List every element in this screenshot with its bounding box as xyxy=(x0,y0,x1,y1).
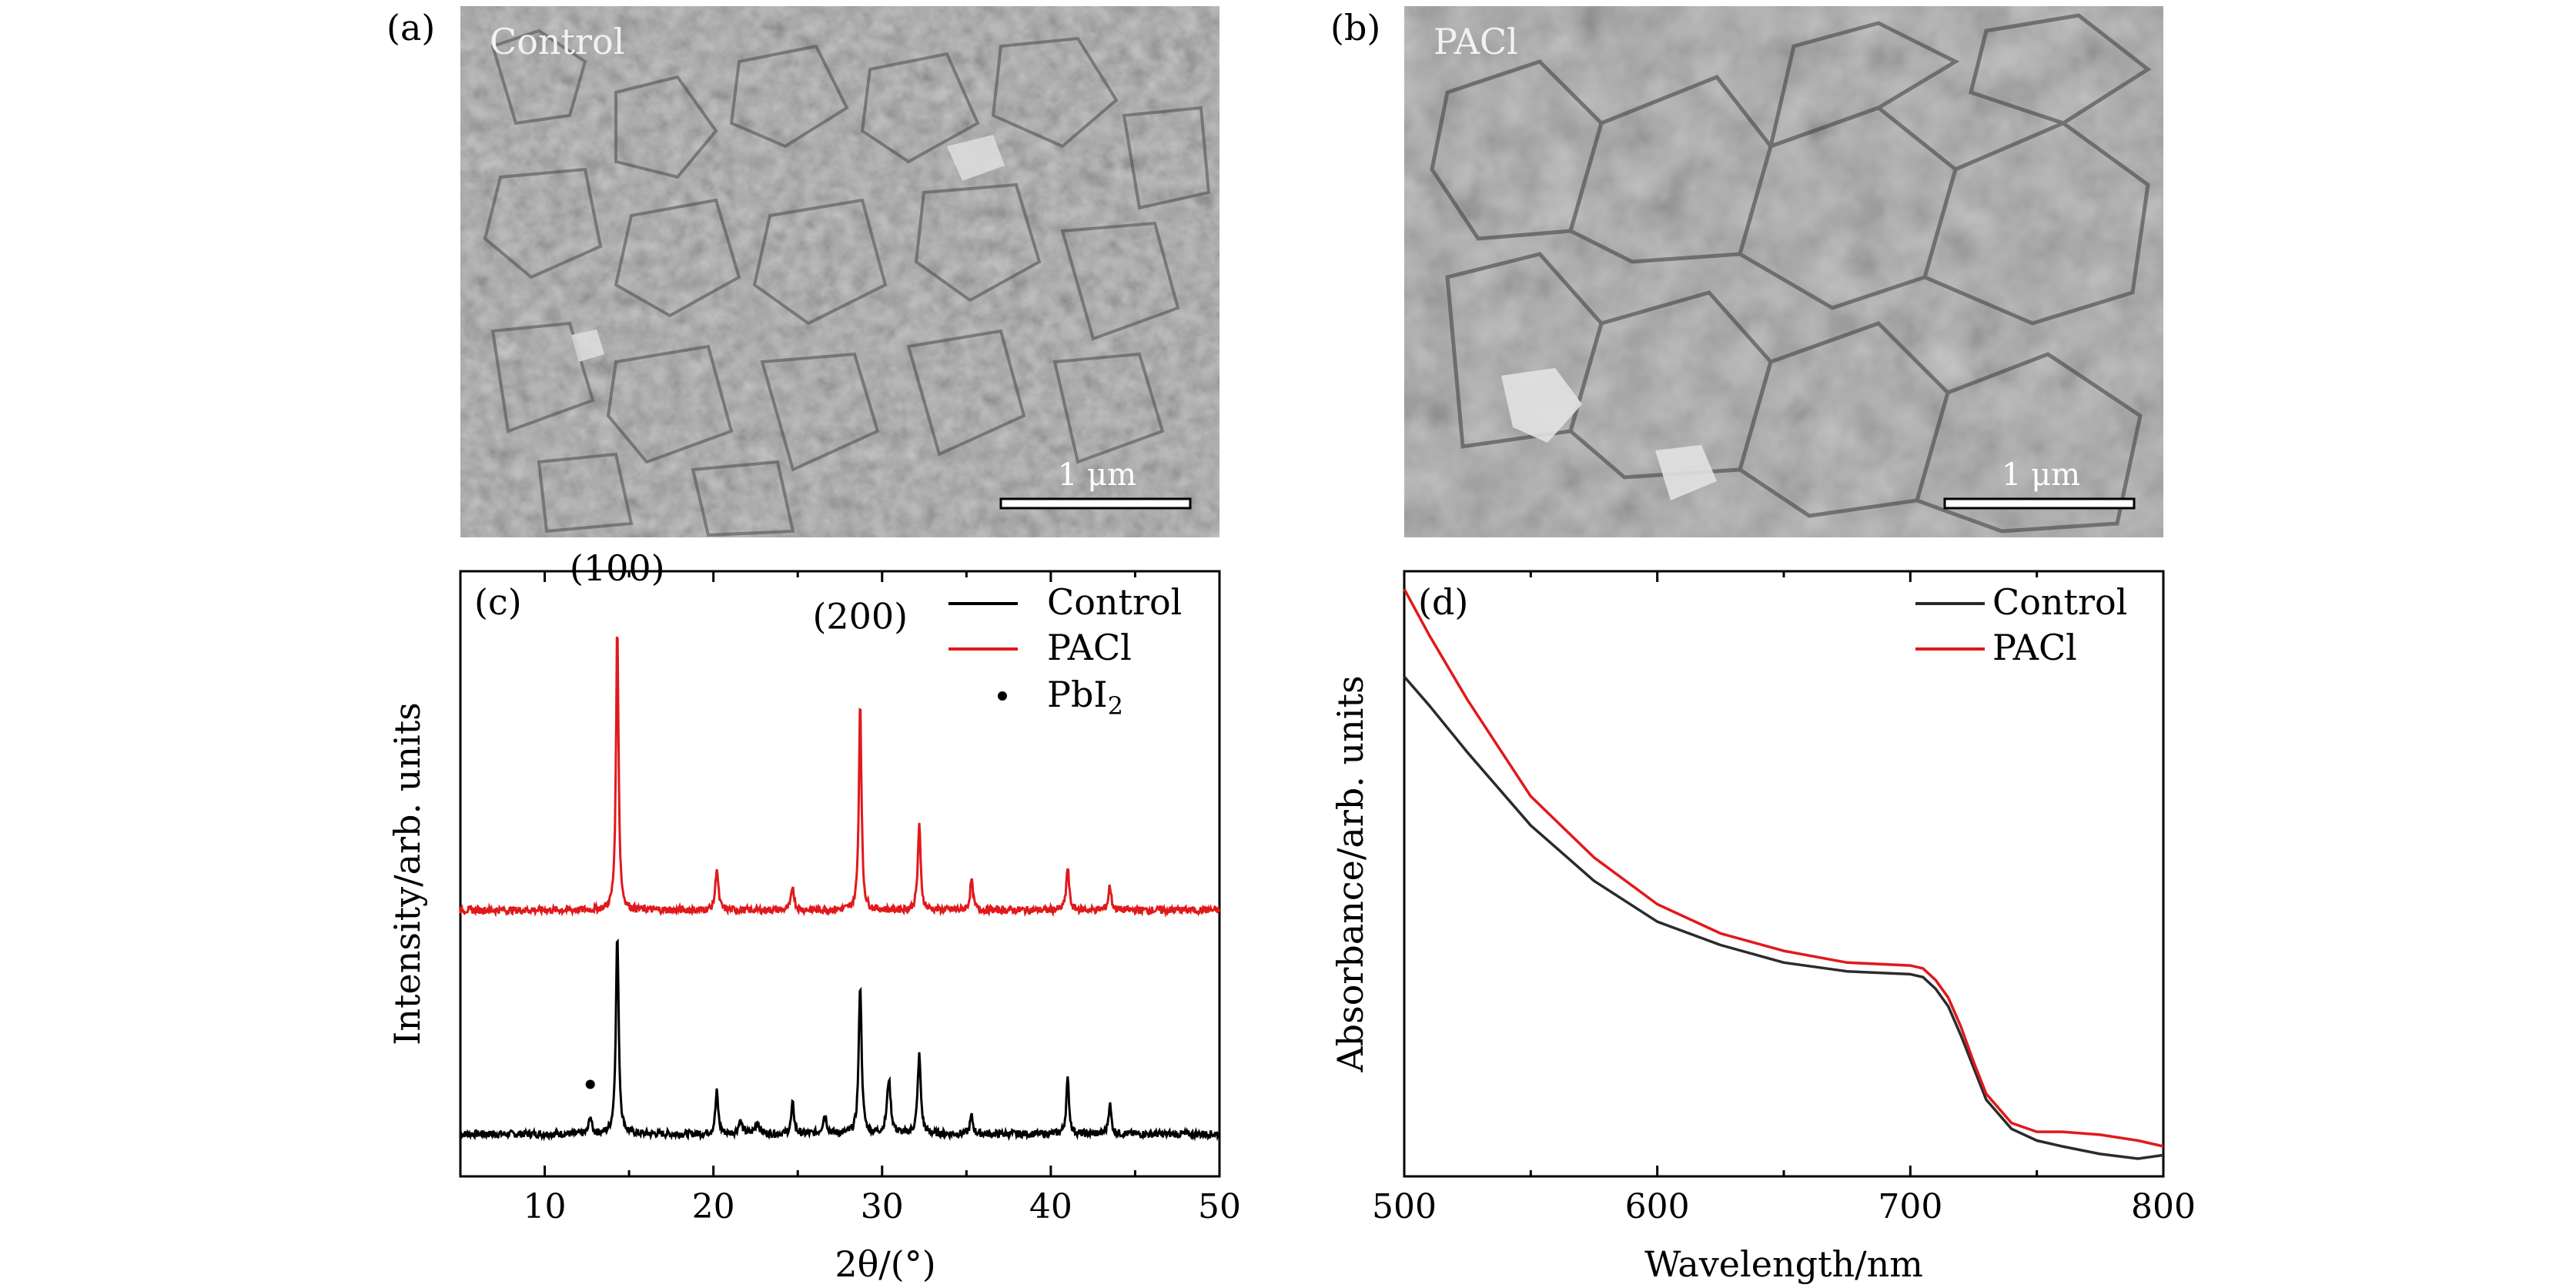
peak-label-200: (200) xyxy=(812,596,908,637)
x-axis-title-c: 2θ/(°) xyxy=(835,1243,935,1285)
sem-image-pacl: PACl 1 μm xyxy=(1404,6,2163,537)
x-tick-d-tick-label: 700 xyxy=(1878,1187,1942,1226)
legend-c-pacl-label: PACl xyxy=(1047,627,1132,668)
x-tick-d-tick-label: 800 xyxy=(2131,1187,2196,1226)
y-axis-title-c: Intensity/arb. units xyxy=(386,702,428,1045)
x-tick-c-tick-label: 20 xyxy=(692,1187,735,1226)
legend-c-pbi2-label: PbI2 xyxy=(1047,674,1123,721)
panel-d-letter: (d) xyxy=(1418,581,1468,623)
legend-c-pbi2-marker xyxy=(998,691,1007,701)
sem-label-pacl: PACl xyxy=(1434,21,1518,62)
x-tick-d-tick-label: 500 xyxy=(1372,1187,1437,1226)
y-axis-title-d: Absorbance/arb. units xyxy=(1330,675,1371,1072)
x-tick-c-tick-label: 50 xyxy=(1198,1187,1241,1226)
x-axis-d: 500 600 700 800 xyxy=(1372,571,2196,1226)
panel-b-letter: (b) xyxy=(1330,7,1380,49)
panel-b: (b) PACl 1 μm xyxy=(1330,6,2163,537)
peak-label-100: (100) xyxy=(570,547,665,589)
x-tick-c-tick-label: 40 xyxy=(1029,1187,1072,1226)
x-axis-c: 10 20 30 40 50 xyxy=(459,571,1241,1226)
plot-area-d xyxy=(1403,588,2164,1160)
sem-label-control: Control xyxy=(490,21,624,62)
panel-c-letter: (c) xyxy=(474,581,522,623)
x-tick-c-tick-label: 30 xyxy=(861,1187,904,1226)
scale-bar-a xyxy=(999,497,1192,510)
panel-a: (a) xyxy=(386,6,1219,537)
legend-d-pacl-label: PACl xyxy=(1992,627,2077,668)
series-line-d-pacl xyxy=(1403,588,2164,1148)
scale-bar-label-b: 1 μm xyxy=(2002,457,2080,493)
x-tick-c-tick-label: 10 xyxy=(524,1187,567,1226)
x-axis-title-d: Wavelength/nm xyxy=(1644,1243,1923,1285)
legend-d: Control PACl xyxy=(1915,581,2127,668)
pbi2-peak-marker xyxy=(585,1079,595,1089)
legend-c: Control PACl PbI2 xyxy=(948,581,1182,721)
scale-bar-label-a: 1 μm xyxy=(1058,457,1136,493)
x-tick-d-tick-label: 600 xyxy=(1625,1187,1690,1226)
legend-d-control-label: Control xyxy=(1992,581,2127,623)
panel-d: (d) 500 600 700 800 Control PACl Wavelength… xyxy=(1330,570,2196,1285)
plot-area-c xyxy=(459,636,1221,1142)
legend-c-control-label: Control xyxy=(1047,581,1182,623)
plot-frame-c xyxy=(459,570,1221,1178)
series-line-d-control xyxy=(1403,675,2164,1160)
panel-a-letter: (a) xyxy=(386,7,435,49)
series-line-c-pacl xyxy=(459,636,1221,918)
sem-image-control: Control 1 μm xyxy=(460,6,1219,537)
scale-bar-b xyxy=(1943,497,2136,510)
panel-c: (c) 10 20 30 40 50 (100) (200) Control PACl … xyxy=(386,547,1241,1285)
series-line-c-control xyxy=(460,938,1221,1142)
